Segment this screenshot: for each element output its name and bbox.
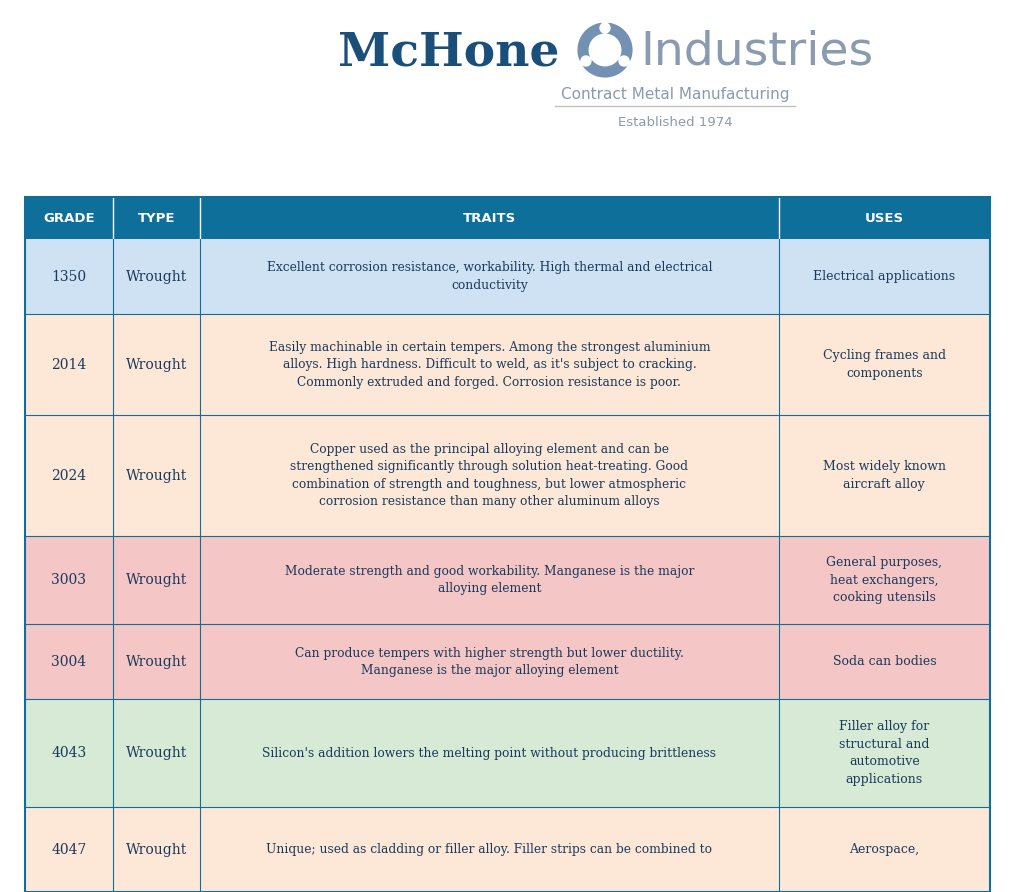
Text: General purposes,
heat exchangers,
cooking utensils: General purposes, heat exchangers, cooki… bbox=[826, 557, 942, 604]
Text: 2014: 2014 bbox=[51, 358, 86, 372]
Text: Electrical applications: Electrical applications bbox=[813, 270, 955, 283]
Bar bbox=[25, 699, 990, 807]
Text: Wrought: Wrought bbox=[126, 747, 187, 760]
Text: 1350: 1350 bbox=[52, 269, 86, 284]
Text: Excellent corrosion resistance, workability. High thermal and electrical
conduct: Excellent corrosion resistance, workabil… bbox=[267, 261, 712, 292]
Text: Contract Metal Manufacturing: Contract Metal Manufacturing bbox=[561, 87, 789, 102]
Bar bbox=[25, 536, 990, 624]
Bar bbox=[25, 314, 990, 416]
Text: Wrought: Wrought bbox=[126, 574, 187, 587]
Bar bbox=[25, 197, 990, 892]
Text: 2024: 2024 bbox=[52, 468, 86, 483]
Text: Wrought: Wrought bbox=[126, 358, 187, 372]
Text: Copper used as the principal alloying element and can be
strengthened significan: Copper used as the principal alloying el… bbox=[290, 443, 689, 508]
Text: Wrought: Wrought bbox=[126, 468, 187, 483]
Bar bbox=[25, 197, 990, 239]
Text: Filler alloy for
structural and
automotive
applications: Filler alloy for structural and automoti… bbox=[840, 721, 930, 786]
Bar bbox=[25, 807, 990, 892]
Text: Wrought: Wrought bbox=[126, 269, 187, 284]
Text: 3004: 3004 bbox=[52, 655, 86, 669]
Text: Moderate strength and good workability. Manganese is the major
alloying element: Moderate strength and good workability. … bbox=[285, 565, 694, 596]
Text: TYPE: TYPE bbox=[138, 211, 175, 225]
Bar bbox=[25, 624, 990, 699]
Text: Wrought: Wrought bbox=[126, 655, 187, 669]
Text: Most widely known
aircraft alloy: Most widely known aircraft alloy bbox=[822, 460, 946, 491]
Text: USES: USES bbox=[865, 211, 903, 225]
Text: Easily machinable in certain tempers. Among the strongest aluminium
alloys. High: Easily machinable in certain tempers. Am… bbox=[269, 341, 710, 389]
Circle shape bbox=[581, 56, 591, 66]
Text: Cycling frames and
components: Cycling frames and components bbox=[822, 350, 946, 380]
Text: Established 1974: Established 1974 bbox=[618, 115, 732, 128]
Text: Aerospace,: Aerospace, bbox=[850, 843, 920, 856]
Text: 4047: 4047 bbox=[51, 843, 86, 856]
Text: Industries: Industries bbox=[640, 29, 873, 75]
Text: Silicon's addition lowers the melting point without producing brittleness: Silicon's addition lowers the melting po… bbox=[263, 747, 716, 760]
Text: Wrought: Wrought bbox=[126, 843, 187, 856]
Text: Unique; used as cladding or filler alloy. Filler strips can be combined to: Unique; used as cladding or filler alloy… bbox=[267, 843, 713, 856]
Text: Soda can bodies: Soda can bodies bbox=[832, 656, 936, 668]
Circle shape bbox=[620, 56, 629, 66]
Bar bbox=[25, 416, 990, 536]
Circle shape bbox=[600, 23, 610, 33]
Text: GRADE: GRADE bbox=[43, 211, 94, 225]
Text: TRAITS: TRAITS bbox=[462, 211, 516, 225]
Text: 4043: 4043 bbox=[51, 747, 86, 760]
Text: Can produce tempers with higher strength but lower ductility.
Manganese is the m: Can produce tempers with higher strength… bbox=[295, 647, 683, 677]
Text: 3003: 3003 bbox=[52, 574, 86, 587]
Bar bbox=[25, 239, 990, 314]
Text: McHone: McHone bbox=[339, 29, 560, 75]
